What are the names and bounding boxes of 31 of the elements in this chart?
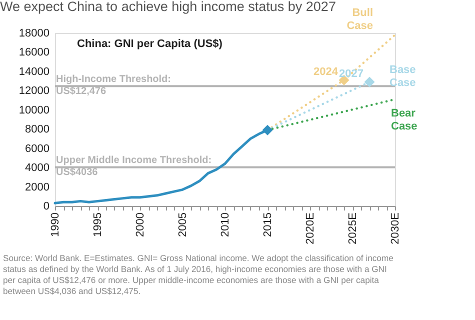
x-tick-label: 2030E xyxy=(390,212,402,244)
annotation: 2024 xyxy=(314,66,339,78)
point xyxy=(364,76,375,88)
source-note: Source: World Bank. E=Estimates. GNI= Gross National income. We adopt the classification of income status as defined by the World Bank. As of 1 July 2016, high-income economies are those with a GNI per capita of US$12,476 or more. Upper middle-income economies are those with a GNI per capita between US$4,036 and US$12,475. xyxy=(3,253,394,296)
x-tick-label: 2010 xyxy=(220,212,232,237)
series-label: Base Case xyxy=(390,64,416,90)
y-tick-label: 8000 xyxy=(25,124,50,136)
y-tick-label: 16000 xyxy=(18,46,50,59)
chart-title: We expect China to achieve high income status by 2027 xyxy=(0,0,336,14)
chart-subtitle: China: GNI per Capita (US$) xyxy=(77,38,223,50)
point xyxy=(262,124,273,136)
y-tick-label: 2000 xyxy=(25,181,50,194)
y-tick-label: 0 xyxy=(43,200,50,212)
x-tick-label: 2025E xyxy=(347,212,359,244)
ref-line-label: High-Income Threshold: US$12,476 xyxy=(56,74,171,98)
y-tick-label: 18000 xyxy=(18,28,50,40)
annotation: 2027 xyxy=(339,68,364,80)
ref-line-label: Upper Middle Income Threshold: US$4036 xyxy=(56,155,212,178)
y-tick-label: 6000 xyxy=(25,142,50,155)
x-tick-label: 2020E xyxy=(304,212,316,244)
x-tick-label: 2005 xyxy=(177,212,189,237)
x-tick-label: 1995 xyxy=(92,212,104,237)
y-tick-label: 14000 xyxy=(18,66,50,78)
y-tick-label: 10000 xyxy=(18,104,50,116)
series-label: Bull Case xyxy=(346,6,373,32)
y-tick-label: 4000 xyxy=(25,162,50,174)
y-tick-label: 12000 xyxy=(18,85,50,98)
x-tick-label: 1990 xyxy=(50,212,62,237)
series-label: Bear Case xyxy=(391,107,418,132)
x-tick-label: 2000 xyxy=(134,212,146,237)
x-tick-label: 2015 xyxy=(262,212,274,237)
